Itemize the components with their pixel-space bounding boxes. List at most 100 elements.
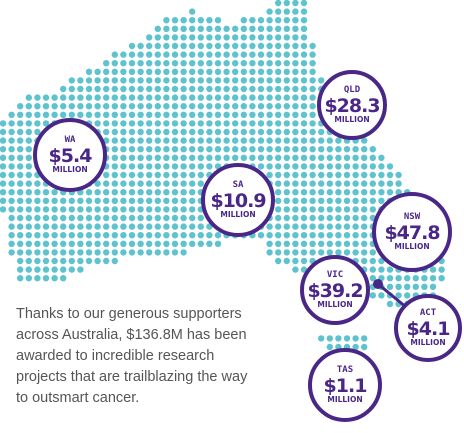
dot <box>51 257 58 265</box>
dot <box>77 240 84 247</box>
dot <box>266 25 273 32</box>
dot <box>0 120 7 127</box>
dot <box>275 77 282 84</box>
dot <box>189 171 196 179</box>
dot <box>128 232 136 239</box>
dot <box>352 223 359 230</box>
dot <box>85 68 93 76</box>
dot <box>85 94 93 101</box>
dot <box>214 25 222 32</box>
dot <box>68 223 76 230</box>
dot <box>34 103 41 110</box>
amount: $5.4 <box>49 145 93 167</box>
dot <box>197 103 204 110</box>
dot <box>292 8 299 15</box>
dot <box>171 34 179 41</box>
dot <box>309 85 316 93</box>
dot <box>300 103 308 110</box>
dot <box>180 17 187 24</box>
dot <box>335 249 342 256</box>
dot <box>275 0 282 7</box>
dot <box>94 240 101 247</box>
dot <box>120 103 127 110</box>
dot <box>77 111 84 119</box>
dot <box>292 111 299 119</box>
dot <box>120 180 127 187</box>
dot <box>189 103 196 110</box>
dot <box>189 120 196 127</box>
dot <box>60 240 67 247</box>
dot <box>309 180 316 187</box>
dot <box>8 214 15 222</box>
dot <box>25 214 32 222</box>
dot <box>300 240 308 247</box>
dot <box>214 85 222 93</box>
badge-circle <box>300 255 370 325</box>
dot <box>266 240 273 247</box>
dot <box>180 51 187 58</box>
dot <box>163 25 170 32</box>
dot <box>180 42 187 50</box>
dot <box>51 197 58 204</box>
dot <box>429 266 437 273</box>
dot <box>335 180 342 187</box>
dot <box>335 206 342 213</box>
dot <box>171 146 179 153</box>
dot <box>249 85 256 93</box>
dot <box>146 128 153 136</box>
dot <box>386 189 394 196</box>
dot <box>51 223 58 230</box>
dot <box>120 60 127 67</box>
dot <box>171 249 179 256</box>
dot <box>25 197 32 204</box>
dot <box>163 137 170 144</box>
dot <box>25 249 32 256</box>
dot <box>257 17 265 24</box>
dot <box>223 51 230 58</box>
dot <box>361 335 368 342</box>
dot <box>25 163 32 170</box>
dot <box>292 94 299 101</box>
dot <box>300 94 308 101</box>
dot <box>42 197 50 204</box>
dot <box>120 154 127 161</box>
dot <box>68 103 76 110</box>
dot <box>361 154 368 161</box>
dot <box>68 111 76 119</box>
dot <box>300 146 308 153</box>
dot <box>154 232 161 239</box>
dot <box>17 266 24 273</box>
badge-circle <box>394 294 462 362</box>
dot <box>189 85 196 93</box>
dot <box>171 180 179 187</box>
dot <box>0 171 7 179</box>
dot <box>25 180 32 187</box>
dot <box>111 163 119 170</box>
dot <box>326 206 333 213</box>
dot <box>34 197 41 204</box>
dot <box>335 197 342 204</box>
dot <box>0 197 7 204</box>
dot <box>137 223 144 230</box>
dot <box>197 68 204 76</box>
dot <box>438 275 445 282</box>
dot <box>223 154 230 161</box>
dot <box>171 223 179 230</box>
dot <box>154 51 161 58</box>
dot <box>189 223 196 230</box>
dot <box>197 85 204 93</box>
dot <box>369 197 376 204</box>
dot <box>292 146 299 153</box>
dot <box>103 180 110 187</box>
dot <box>94 232 101 239</box>
dot <box>206 77 213 84</box>
dot <box>189 8 196 15</box>
dot <box>361 163 368 170</box>
badge-circle <box>201 163 275 237</box>
dot <box>137 94 144 101</box>
dot <box>146 206 153 213</box>
dot <box>111 197 119 204</box>
dot <box>163 214 170 222</box>
dot <box>68 85 76 93</box>
dot <box>94 77 101 84</box>
